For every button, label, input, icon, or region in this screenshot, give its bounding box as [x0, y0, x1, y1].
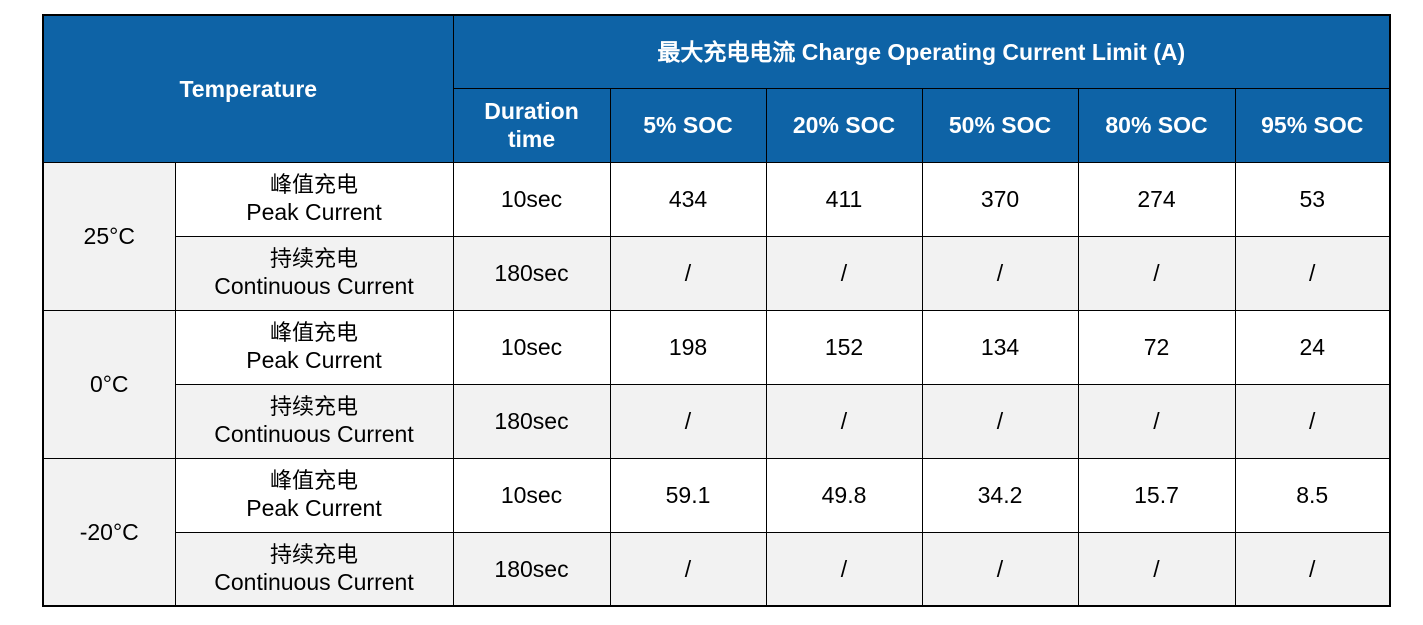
row-label: 持续充电 Continuous Current: [174, 235, 454, 311]
value-cell: 134: [921, 309, 1079, 385]
value-cell: 411: [765, 161, 923, 237]
row-label-cn: 峰值充电: [269, 469, 358, 494]
value-cell: /: [1077, 383, 1236, 459]
value-cell: 370: [921, 161, 1079, 237]
row-label-en: Continuous Current: [214, 568, 414, 595]
value-cell: /: [1234, 235, 1391, 311]
value-cell: 72: [1077, 309, 1236, 385]
table-body: 25°C 峰值充电 Peak Current 10sec 434 411 370…: [42, 161, 1391, 607]
duration-cell: 10sec: [452, 457, 611, 533]
soc-header-95: 95% SOC: [1234, 87, 1391, 163]
duration-cell: 180sec: [452, 235, 611, 311]
row-label: 持续充电 Continuous Current: [174, 531, 454, 607]
value-cell: /: [765, 383, 923, 459]
row-label-en: Peak Current: [246, 495, 382, 521]
row-label: 峰值充电 Peak Current: [174, 309, 454, 385]
row-label: 峰值充电 Peak Current: [174, 457, 454, 533]
value-cell: /: [1234, 531, 1391, 607]
temperature-header: Temperature: [42, 14, 454, 163]
temperature-cell: -20°C: [42, 457, 176, 607]
table-row: 25°C 峰值充电 Peak Current 10sec 434 411 370…: [42, 161, 1391, 311]
value-cell: 152: [765, 309, 923, 385]
value-cell: 8.5: [1234, 457, 1391, 533]
value-cell: /: [921, 383, 1079, 459]
soc-header-50: 50% SOC: [921, 87, 1079, 163]
value-cell: /: [1234, 383, 1391, 459]
value-cell: /: [765, 235, 923, 311]
value-cell: /: [609, 383, 767, 459]
table-row: 持续充电 Continuous Current 180sec / / / / /: [43, 383, 1391, 459]
value-cell: 15.7: [1077, 457, 1236, 533]
value-cell: 53: [1234, 161, 1391, 237]
duration-header-line1: Duration: [484, 98, 579, 124]
value-cell: /: [609, 235, 767, 311]
row-label-cn: 持续充电: [269, 542, 358, 568]
row-label-cn: 峰值充电: [269, 173, 358, 198]
row-label-en: Continuous Current: [214, 273, 414, 299]
temperature-cell: 25°C: [42, 161, 176, 311]
value-cell: 49.8: [765, 457, 923, 533]
row-label: 持续充电 Continuous Current: [174, 383, 454, 459]
value-cell: /: [609, 531, 767, 607]
row-label-en: Continuous Current: [214, 421, 414, 447]
duration-time-header: Duration time: [452, 87, 611, 163]
duration-cell: 10sec: [452, 161, 611, 237]
table-row: 0°C 峰值充电 Peak Current 10sec 198 152 134 …: [42, 309, 1391, 459]
row-label-cn: 峰值充电: [269, 321, 358, 346]
row-label-cn: 持续充电: [269, 395, 358, 420]
duration-cell: 10sec: [452, 309, 611, 385]
charge-limit-group-header: 最大充电电流 Charge Operating Current Limit (A…: [452, 14, 1391, 89]
charge-current-limit-table: Temperature 最大充电电流 Charge Operating Curr…: [42, 14, 1391, 607]
value-cell: /: [1077, 235, 1236, 311]
value-cell: /: [921, 235, 1079, 311]
value-cell: /: [765, 531, 923, 607]
value-cell: /: [921, 531, 1079, 607]
value-cell: 34.2: [921, 457, 1079, 533]
row-label-en: Peak Current: [246, 347, 382, 373]
temperature-cell: 0°C: [42, 309, 176, 459]
value-cell: 274: [1077, 161, 1236, 237]
value-cell: 59.1: [609, 457, 767, 533]
duration-header-line2: time: [507, 126, 556, 152]
duration-cell: 180sec: [452, 383, 611, 459]
row-label-en: Peak Current: [246, 199, 382, 225]
value-cell: 434: [609, 161, 767, 237]
row-label-cn: 持续充电: [269, 247, 358, 272]
table-row: 持续充电 Continuous Current 180sec / / / / /: [43, 235, 1391, 311]
table-header: Temperature 最大充电电流 Charge Operating Curr…: [42, 14, 1391, 163]
soc-header-5: 5% SOC: [609, 87, 767, 163]
table-row: 持续充电 Continuous Current 180sec / / / / /: [43, 531, 1391, 607]
duration-cell: 180sec: [452, 531, 611, 607]
soc-header-20: 20% SOC: [765, 87, 923, 163]
soc-header-80: 80% SOC: [1077, 87, 1236, 163]
value-cell: /: [1077, 531, 1236, 607]
value-cell: 24: [1234, 309, 1391, 385]
table-row: -20°C 峰值充电 Peak Current 10sec 59.1 49.8 …: [42, 457, 1391, 607]
value-cell: 198: [609, 309, 767, 385]
row-label: 峰值充电 Peak Current: [174, 161, 454, 237]
